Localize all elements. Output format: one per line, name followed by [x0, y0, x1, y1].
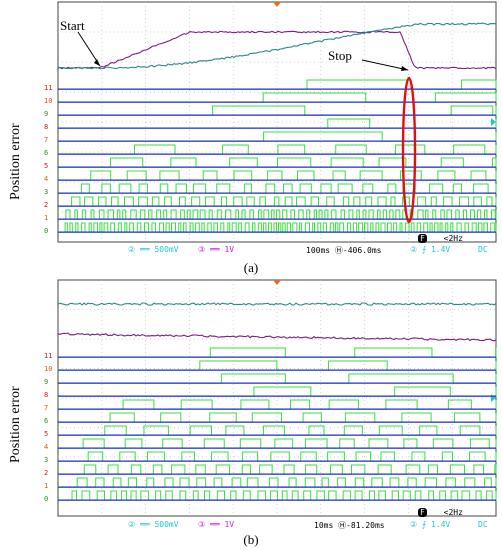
status-bar-a: ② ══ 500mV ③ ══ 1V 100ms Ⓗ-406.0ms ② ⨍ 1… — [58, 245, 494, 257]
channel-label: 3 — [44, 456, 48, 464]
channel-label: 3 — [44, 188, 48, 196]
channel-label: 0 — [44, 227, 48, 235]
status-bar-b: ② ══ 500mV ③ ══ 1V 10ms Ⓗ-81.20ms ② ⨍ 1.… — [58, 520, 494, 532]
channel-label: 4 — [44, 443, 48, 451]
channel-label: 4 — [44, 175, 48, 183]
channel-label: 5 — [44, 430, 48, 438]
trigger-marker — [273, 2, 281, 7]
channel-label: 1 — [44, 214, 48, 222]
panel-b: 11 10 9 8 7 6 5 4 3 2 1 0 Position error ② ══ 500mV… — [0, 278, 502, 550]
channel-label: 10 — [44, 97, 52, 105]
channel-label: 8 — [44, 123, 48, 131]
stop-arrow — [361, 59, 409, 71]
trigger-level: ② ⨍ 1.4V — [410, 520, 451, 529]
digital-trace-0 — [58, 490, 497, 501]
timebase: 100ms Ⓗ-406.0ms — [306, 246, 382, 255]
caption-a: (a) — [243, 260, 259, 275]
stop-annotation: Stop — [328, 48, 352, 63]
y-axis-label: Position error — [8, 123, 23, 200]
analog-trace-ch2 — [57, 22, 497, 70]
trigger-level: ② ⨍ 1.4V — [410, 245, 451, 254]
ch3-scale: ③ ══ 1V — [198, 245, 235, 254]
trigger-level-marker — [491, 118, 496, 126]
coupling: DC — [478, 520, 488, 529]
channel-label: 5 — [44, 162, 48, 170]
channel-label: 6 — [44, 149, 48, 157]
panel-a: 11 10 9 8 7 6 5 4 3 2 1 0 Position error Start Stop… — [8, 1, 497, 275]
analog-trace-ch2 — [57, 302, 497, 306]
channel-label: 11 — [44, 84, 52, 92]
digital-trace-2 — [58, 464, 497, 475]
channel-label: 10 — [44, 365, 52, 373]
ch2-scale: ② ══ 500mV — [128, 520, 179, 529]
start-arrowhead — [94, 59, 100, 66]
channel-label: 2 — [44, 201, 48, 209]
filter-indicator-b: F <2Hz — [418, 508, 463, 517]
ch2-scale: ② ══ 500mV — [128, 245, 179, 254]
caption-b: (b) — [243, 532, 259, 547]
digital-trace-11 — [58, 347, 497, 358]
analog-trace-ch3 — [57, 332, 497, 342]
y-axis-label: Position error — [8, 386, 23, 463]
timebase: 10ms Ⓗ-81.20ms — [314, 521, 385, 530]
channel-label: 6 — [44, 417, 48, 425]
channel-label: 2 — [44, 469, 48, 477]
channel-label: 11 — [44, 352, 52, 360]
trigger-marker — [273, 280, 281, 285]
stop-arrowhead — [401, 66, 408, 71]
stop-highlight — [401, 76, 417, 224]
coupling: DC — [478, 245, 488, 254]
channel-label: 7 — [44, 404, 48, 412]
channel-label: 7 — [44, 136, 48, 144]
channel-label: 9 — [44, 378, 48, 386]
channel-label: 8 — [44, 391, 48, 399]
channel-label: 9 — [44, 110, 48, 118]
channel-label: 1 — [44, 482, 48, 490]
ch3-scale: ③ ══ 1V — [198, 520, 235, 529]
analog-trace-ch3 — [57, 30, 497, 70]
start-annotation: Start — [60, 18, 85, 33]
filter-indicator-a: F <2Hz — [418, 234, 463, 243]
channel-label: 0 — [44, 495, 48, 503]
